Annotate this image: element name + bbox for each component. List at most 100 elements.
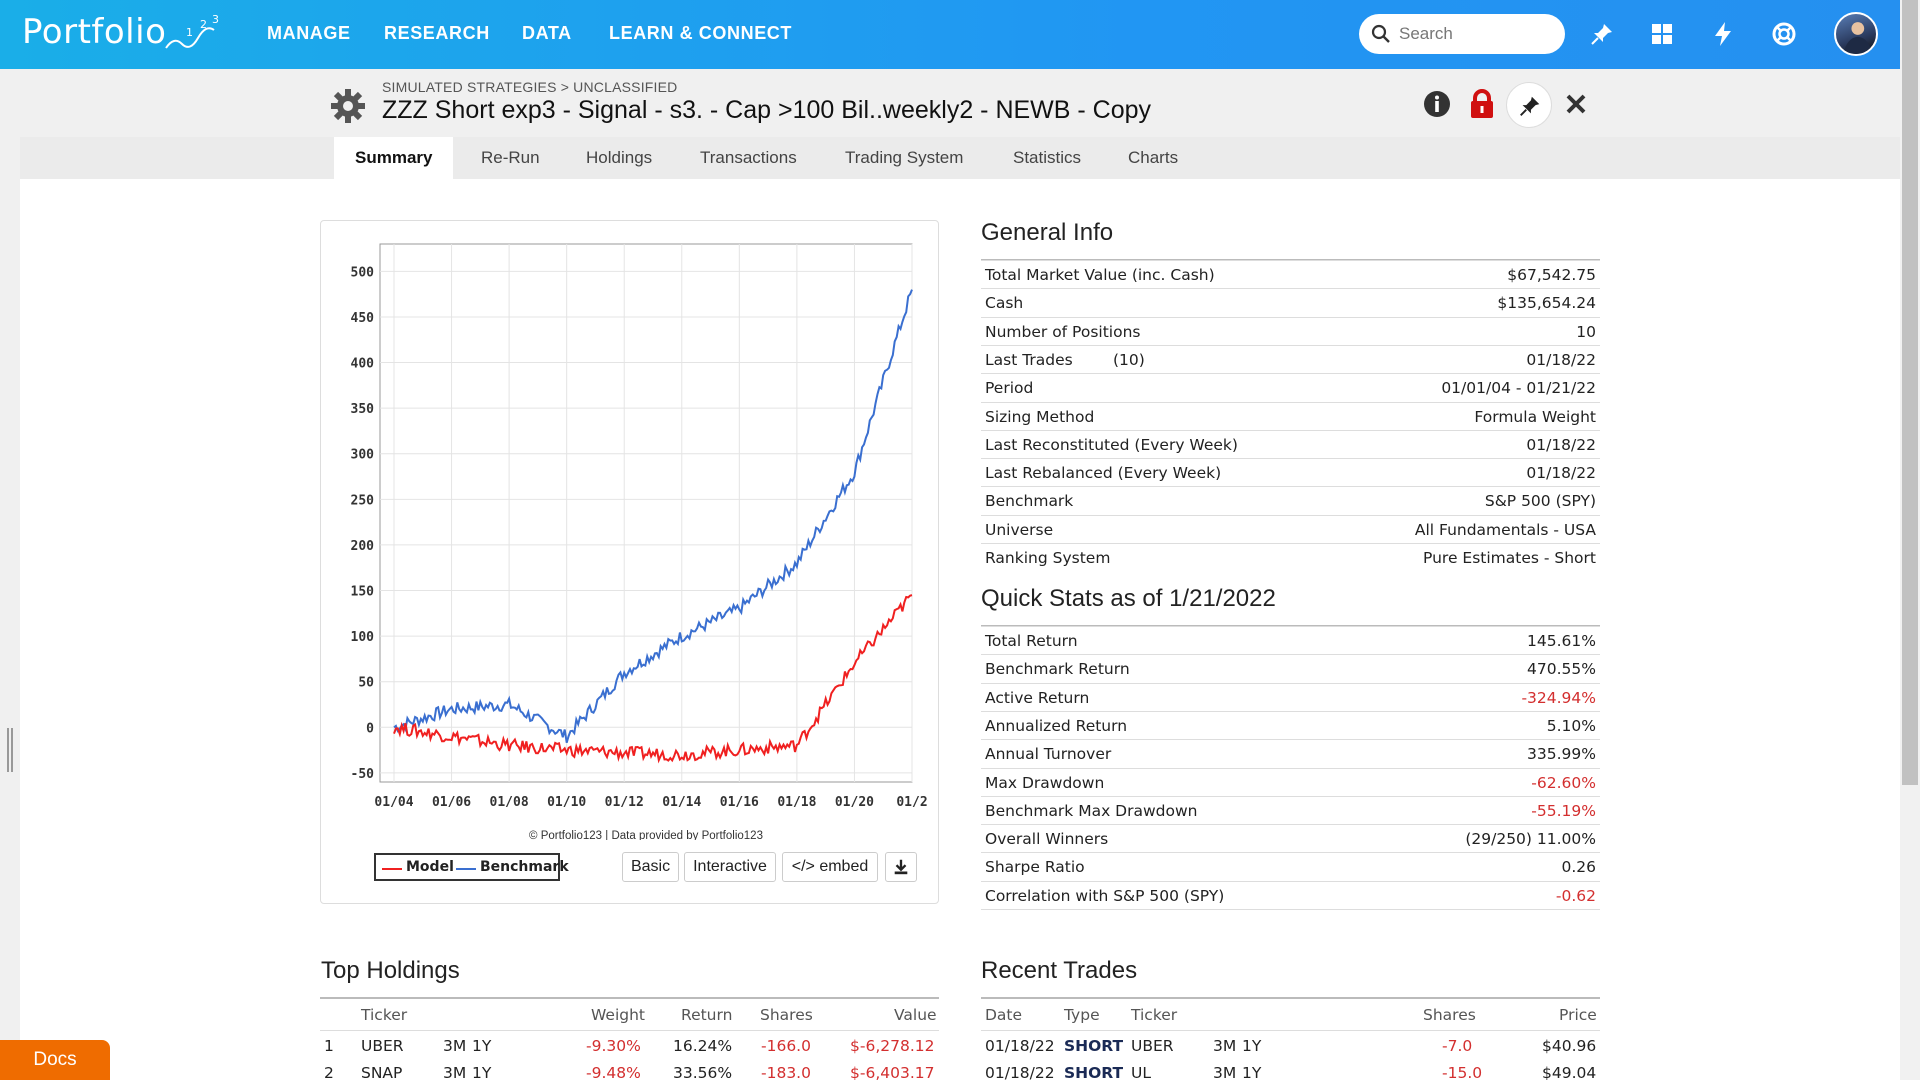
info-label[interactable]: Number of Positions: [985, 322, 1141, 341]
y-tick-label: 500: [351, 265, 375, 280]
divider: [320, 997, 939, 999]
docs-button[interactable]: Docs: [0, 1040, 110, 1080]
legend-model[interactable]: Model: [406, 859, 454, 875]
stat-label: Benchmark Return: [985, 660, 1130, 679]
search-box[interactable]: [1359, 14, 1565, 54]
info-label: Cash: [985, 294, 1024, 313]
pin-icon[interactable]: [1588, 20, 1616, 48]
y-tick-label: 200: [351, 539, 375, 554]
period-3m-link[interactable]: 3M: [1213, 1037, 1237, 1055]
nav-manage[interactable]: MANAGE: [267, 23, 351, 43]
col-shares[interactable]: Shares: [1423, 1006, 1476, 1024]
period-1y-link[interactable]: 1Y: [472, 1037, 492, 1055]
ticker-link[interactable]: UL: [1131, 1064, 1151, 1080]
trade-shares: -7.0: [1442, 1037, 1473, 1055]
nav-research[interactable]: RESEARCH: [384, 23, 490, 43]
stat-value: 0.26: [1561, 858, 1596, 877]
performance-chart[interactable]: -50 0 50 100 150 200 250 300 350 400 450 500 01/04 0…: [320, 220, 939, 840]
period-1y-link[interactable]: 1Y: [1242, 1064, 1262, 1080]
stat-value: -62.60%: [1531, 773, 1596, 792]
col-price[interactable]: Price: [1559, 1006, 1597, 1024]
col-ticker[interactable]: Ticker: [361, 1006, 408, 1024]
lightning-icon[interactable]: [1709, 20, 1737, 48]
tab-transactions[interactable]: Transactions: [700, 148, 797, 167]
col-return[interactable]: Return: [681, 1006, 733, 1024]
tab-rerun[interactable]: Re-Run: [481, 148, 540, 167]
trade-date-link[interactable]: 01/18/22: [985, 1037, 1055, 1055]
series-line-model[interactable]: [393, 594, 913, 764]
support-icon[interactable]: [1770, 20, 1798, 48]
ticker-link[interactable]: SNAP: [361, 1064, 403, 1080]
resize-grip-icon[interactable]: [7, 728, 15, 772]
scrollbar-thumb[interactable]: [1902, 0, 1918, 785]
info-value: S&P 500 (SPY): [1484, 492, 1596, 511]
period-3m-link[interactable]: 3M: [443, 1037, 467, 1055]
y-tick-label: 300: [351, 448, 375, 463]
stat-label: Annualized Return: [985, 716, 1128, 735]
info-value[interactable]: 10: [1576, 322, 1596, 341]
info-value: $67,542.75: [1507, 266, 1596, 284]
chart-download-button[interactable]: [885, 852, 917, 882]
x-tick-label: 01/2: [896, 795, 927, 810]
ticker-link[interactable]: UBER: [361, 1037, 404, 1055]
trade-date-link[interactable]: 01/18/22: [985, 1064, 1055, 1080]
portfolio123-logo[interactable]: Portfolio 1 2 3: [22, 12, 219, 52]
settings-gear-icon[interactable]: [328, 86, 368, 126]
legend-benchmark[interactable]: Benchmark: [480, 859, 569, 875]
chart-interactive-button[interactable]: Interactive: [684, 852, 776, 882]
lock-icon[interactable]: [1466, 88, 1498, 120]
general-info-row: Period 01/01/04 - 01/21/22: [981, 373, 1600, 401]
tab-statistics[interactable]: Statistics: [1013, 148, 1082, 167]
y-tick-label: 100: [351, 630, 375, 645]
quick-stat-row: Max Drawdown -62.60%: [981, 767, 1600, 796]
breadcrumb[interactable]: SIMULATED STRATEGIES > UNCLASSIFIED: [382, 79, 678, 95]
info-label: Sizing Method: [985, 407, 1095, 426]
tab-trading-system[interactable]: Trading System: [845, 148, 964, 167]
col-value[interactable]: Value: [894, 1006, 937, 1024]
stat-label: Total Return: [985, 632, 1078, 650]
chart-basic-button[interactable]: Basic: [622, 852, 679, 882]
quick-stat-row: Annualized Return 5.10%: [981, 710, 1600, 739]
pin-icon: [1520, 96, 1540, 116]
close-icon[interactable]: [1560, 88, 1592, 120]
x-tick-label: 01/10: [547, 795, 586, 810]
info-value: 01/18/22: [1526, 435, 1596, 454]
stat-label: Benchmark Max Drawdown: [985, 801, 1198, 820]
col-date[interactable]: Date: [985, 1006, 1023, 1024]
pin-button[interactable]: [1506, 82, 1552, 128]
period-3m-link[interactable]: 3M: [1213, 1064, 1237, 1080]
col-ticker[interactable]: Ticker: [1131, 1006, 1178, 1024]
nav-learn-connect[interactable]: LEARN & CONNECT: [609, 23, 792, 43]
info-icon[interactable]: [1421, 88, 1453, 120]
tab-summary[interactable]: Summary: [334, 137, 454, 179]
col-shares[interactable]: Shares: [760, 1006, 813, 1024]
chart-embed-button[interactable]: </> embed: [782, 852, 878, 882]
ticker-link[interactable]: UBER: [1131, 1037, 1174, 1055]
info-value[interactable]: Pure Estimates - Short: [1423, 549, 1596, 567]
general-info-title: General Info: [981, 219, 1114, 246]
user-avatar[interactable]: [1834, 12, 1878, 56]
col-type[interactable]: Type: [1064, 1006, 1100, 1024]
x-tick-label: 01/20: [835, 795, 874, 810]
col-weight[interactable]: Weight: [591, 1006, 646, 1024]
series-line-benchmark[interactable]: [393, 289, 913, 743]
info-label[interactable]: Last Trades: [985, 350, 1073, 369]
chart-legend[interactable]: Model Benchmark: [374, 853, 569, 881]
return-value: 33.56%: [673, 1064, 733, 1080]
period-1y-link[interactable]: 1Y: [1242, 1037, 1262, 1055]
stat-value: 470.55%: [1527, 660, 1596, 679]
info-value[interactable]: 01/18/22: [1526, 350, 1596, 369]
nav-data[interactable]: DATA: [522, 23, 572, 43]
apps-grid-icon[interactable]: [1648, 20, 1676, 48]
stat-value: 335.99%: [1527, 745, 1596, 764]
tab-charts[interactable]: Charts: [1128, 148, 1179, 167]
trade-type: SHORT: [1064, 1037, 1124, 1055]
general-info-row: Number of Positions 10: [981, 316, 1600, 345]
period-3m-link[interactable]: 3M: [443, 1064, 467, 1080]
search-input[interactable]: [1399, 21, 1549, 47]
y-tick-label: 450: [351, 311, 375, 326]
general-info-row: Last Reconstituted (Every Week) 01/18/22: [981, 429, 1600, 458]
info-label: Ranking System: [985, 549, 1111, 567]
period-1y-link[interactable]: 1Y: [472, 1064, 492, 1080]
tab-holdings[interactable]: Holdings: [586, 148, 653, 167]
